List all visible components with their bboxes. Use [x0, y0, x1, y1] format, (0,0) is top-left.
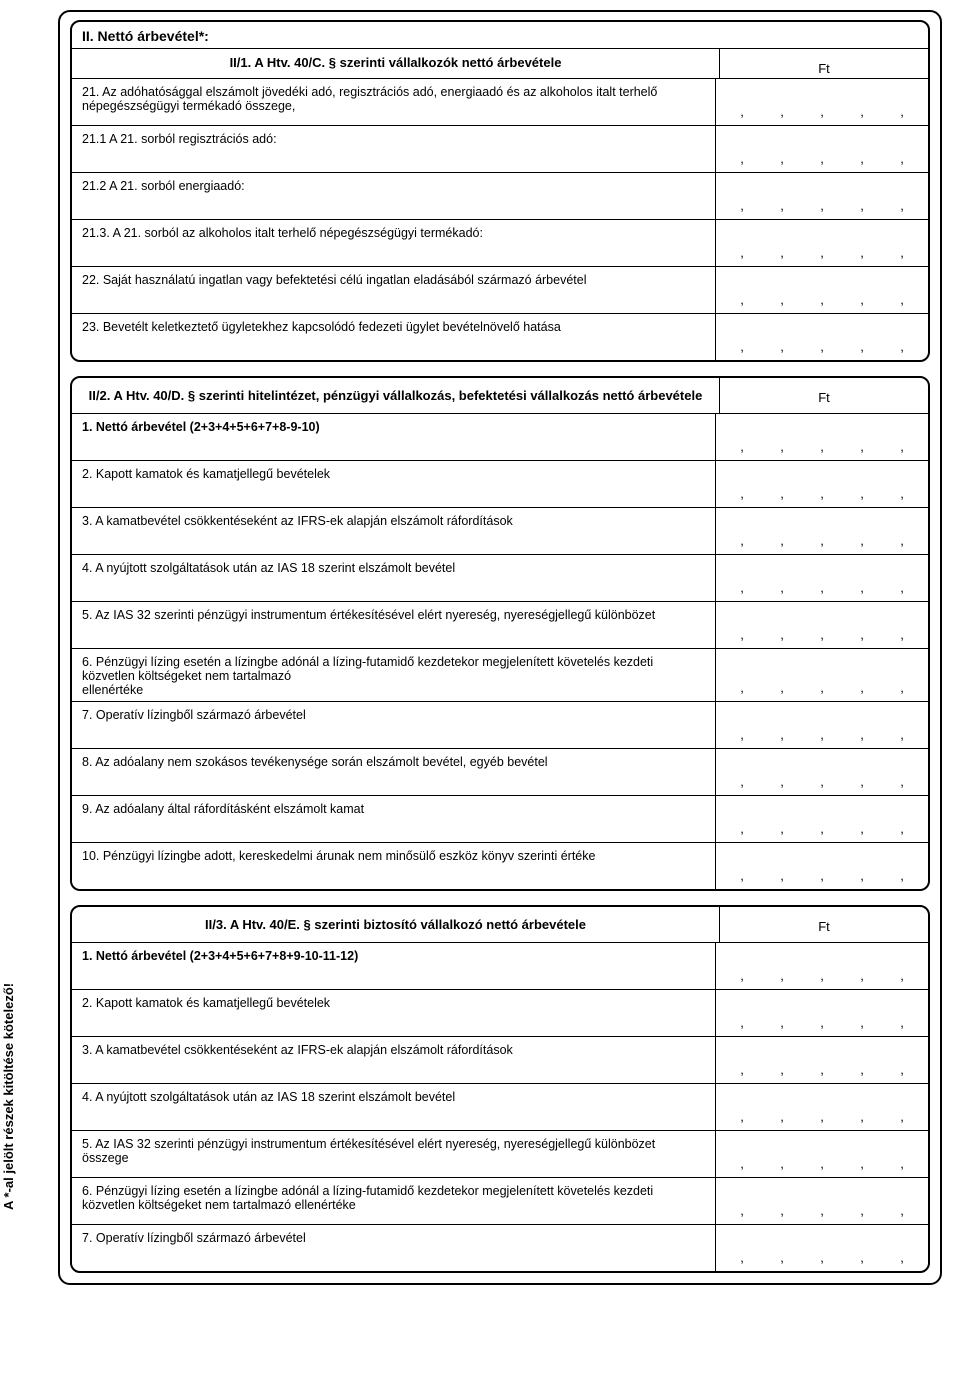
row-label: 22. Saját használatú ingatlan vagy befek… — [72, 267, 716, 313]
amount-field[interactable]: ,,,,, — [716, 508, 928, 554]
section-ii2: II/2. A Htv. 40/D. § szerinti hitelintéz… — [70, 376, 930, 891]
row-label: 10. Pénzügyi lízingbe adott, kereskedelm… — [72, 843, 716, 889]
table-row: 7. Operatív lízingből származó árbevétel… — [72, 1225, 928, 1271]
row-label: 7. Operatív lízingből származó árbevétel — [72, 1225, 716, 1271]
row-label: 2. Kapott kamatok és kamatjellegű bevéte… — [72, 461, 716, 507]
row-label: 1. Nettó árbevétel (2+3+4+5+6+7+8+9-10-1… — [72, 943, 716, 989]
section-ii2-header-label: II/2. A Htv. 40/D. § szerinti hitelintéz… — [72, 378, 720, 413]
amount-field[interactable]: ,,,,, — [716, 461, 928, 507]
row-label: 3. A kamatbevétel csökkentéseként az IFR… — [72, 508, 716, 554]
section-ii2-header: II/2. A Htv. 40/D. § szerinti hitelintéz… — [72, 378, 928, 414]
table-row: 8. Az adóalany nem szokásos tevékenysége… — [72, 749, 928, 796]
row-label: 23. Bevetélt keletkeztető ügyletekhez ka… — [72, 314, 716, 360]
amount-field[interactable]: ,,,,, — [716, 220, 928, 266]
row-label: 21. Az adóhatósággal elszámolt jövedéki … — [72, 79, 716, 125]
amount-field[interactable]: ,,,,, — [716, 79, 928, 125]
section-ii2-unit: Ft — [720, 378, 928, 413]
row-label: 5. Az IAS 32 szerinti pénzügyi instrumen… — [72, 1131, 716, 1177]
row-label: 4. A nyújtott szolgáltatások után az IAS… — [72, 555, 716, 601]
amount-field[interactable]: ,,,,, — [716, 1131, 928, 1177]
table-row: 6. Pénzügyi lízing esetén a lízingbe adó… — [72, 1178, 928, 1225]
row-label: 6. Pénzügyi lízing esetén a lízingbe adó… — [72, 1178, 716, 1224]
amount-field[interactable]: ,,,,, — [716, 843, 928, 889]
table-row: 4. A nyújtott szolgáltatások után az IAS… — [72, 1084, 928, 1131]
row-label: 1. Nettó árbevétel (2+3+4+5+6+7+8-9-10) — [72, 414, 716, 460]
table-row: 7. Operatív lízingből származó árbevétel… — [72, 702, 928, 749]
section-ii1: II. Nettó árbevétel*: II/1. A Htv. 40/C.… — [70, 20, 930, 362]
amount-field[interactable]: ,,,,, — [716, 173, 928, 219]
table-row: 9. Az adóalany által ráfordításként elsz… — [72, 796, 928, 843]
row-label: 21.3. A 21. sorból az alkoholos italt te… — [72, 220, 716, 266]
table-row: 21. Az adóhatósággal elszámolt jövedéki … — [72, 79, 928, 126]
row-label: 6. Pénzügyi lízing esetén a lízingbe adó… — [72, 649, 716, 701]
section-ii1-header: II/1. A Htv. 40/C. § szerinti vállalkozó… — [72, 49, 928, 79]
table-row: 22. Saját használatú ingatlan vagy befek… — [72, 267, 928, 314]
amount-field[interactable]: ,,,,, — [716, 267, 928, 313]
section-ii1-header-label: II/1. A Htv. 40/C. § szerinti vállalkozó… — [72, 49, 720, 78]
mandatory-note: A *-al jelölt részek kitöltése kötelező! — [1, 983, 16, 1210]
section-ii1-unit: Ft — [720, 49, 928, 78]
table-row: 5. Az IAS 32 szerinti pénzügyi instrumen… — [72, 602, 928, 649]
amount-field[interactable]: ,,,,, — [716, 555, 928, 601]
section-ii3: II/3. A Htv. 40/E. § szerinti biztosító … — [70, 905, 930, 1273]
amount-field[interactable]: ,,,,, — [716, 602, 928, 648]
row-label: 2. Kapott kamatok és kamatjellegű bevéte… — [72, 990, 716, 1036]
amount-field[interactable]: ,,,,, — [716, 990, 928, 1036]
amount-field[interactable]: ,,,,, — [716, 126, 928, 172]
row-label: 3. A kamatbevétel csökkentéseként az IFR… — [72, 1037, 716, 1083]
table-row: 6. Pénzügyi lízing esetén a lízingbe adó… — [72, 649, 928, 702]
row-label: 21.1 A 21. sorból regisztrációs adó: — [72, 126, 716, 172]
section-ii3-header: II/3. A Htv. 40/E. § szerinti biztosító … — [72, 907, 928, 943]
table-row: 3. A kamatbevétel csökkentéseként az IFR… — [72, 1037, 928, 1084]
row-label: 7. Operatív lízingből származó árbevétel — [72, 702, 716, 748]
table-row: 3. A kamatbevétel csökkentéseként az IFR… — [72, 508, 928, 555]
table-row: 21.1 A 21. sorból regisztrációs adó:,,,,… — [72, 126, 928, 173]
table-row: 2. Kapott kamatok és kamatjellegű bevéte… — [72, 461, 928, 508]
section-ii-title: II. Nettó árbevétel*: — [72, 22, 928, 49]
form-page: II. Nettó árbevétel*: II/1. A Htv. 40/C.… — [58, 10, 942, 1285]
row-label: 9. Az adóalany által ráfordításként elsz… — [72, 796, 716, 842]
amount-field[interactable]: ,,,,, — [716, 1084, 928, 1130]
amount-field[interactable]: ,,,,, — [716, 1037, 928, 1083]
row-label: 21.2 A 21. sorból energiaadó: — [72, 173, 716, 219]
amount-field[interactable]: ,,,,, — [716, 1225, 928, 1271]
amount-field[interactable]: ,,,,, — [716, 1178, 928, 1224]
section-ii3-unit: Ft — [720, 907, 928, 942]
row-label: 4. A nyújtott szolgáltatások után az IAS… — [72, 1084, 716, 1130]
row-label: 5. Az IAS 32 szerinti pénzügyi instrumen… — [72, 602, 716, 648]
row-label: 8. Az adóalany nem szokásos tevékenysége… — [72, 749, 716, 795]
amount-field[interactable]: ,,,,, — [716, 702, 928, 748]
table-row: 21.3. A 21. sorból az alkoholos italt te… — [72, 220, 928, 267]
table-row: 1. Nettó árbevétel (2+3+4+5+6+7+8-9-10) … — [72, 414, 928, 461]
table-row: 10. Pénzügyi lízingbe adott, kereskedelm… — [72, 843, 928, 889]
amount-field[interactable]: ,,,,, — [716, 749, 928, 795]
amount-field[interactable]: ,,,,, — [716, 796, 928, 842]
table-row: 5. Az IAS 32 szerinti pénzügyi instrumen… — [72, 1131, 928, 1178]
table-row: 1. Nettó árbevétel (2+3+4+5+6+7+8+9-10-1… — [72, 943, 928, 990]
amount-field[interactable]: ,,,,, — [716, 414, 928, 460]
amount-field[interactable]: ,,,,, — [716, 649, 928, 701]
table-row: 4. A nyújtott szolgáltatások után az IAS… — [72, 555, 928, 602]
amount-field[interactable]: ,,,,, — [716, 314, 928, 360]
section-ii3-header-label: II/3. A Htv. 40/E. § szerinti biztosító … — [72, 907, 720, 942]
table-row: 21.2 A 21. sorból energiaadó:,,,,, — [72, 173, 928, 220]
table-row: 2. Kapott kamatok és kamatjellegű bevéte… — [72, 990, 928, 1037]
amount-field[interactable]: ,,,,, — [716, 943, 928, 989]
table-row: 23. Bevetélt keletkeztető ügyletekhez ka… — [72, 314, 928, 360]
